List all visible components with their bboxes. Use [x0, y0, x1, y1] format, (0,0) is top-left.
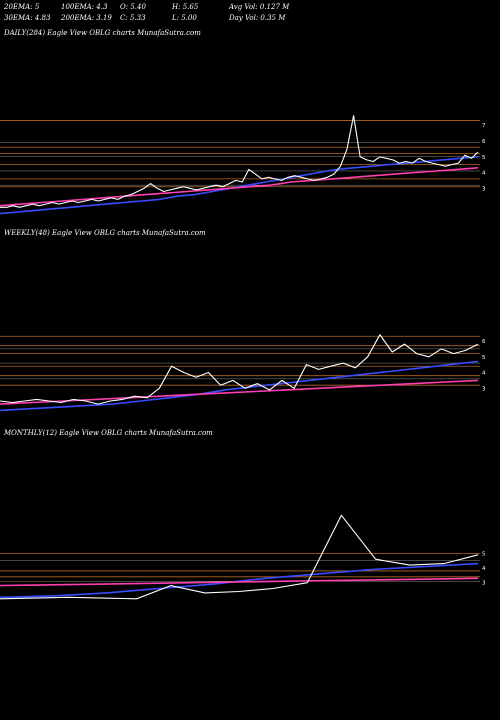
avg-vol-label: Avg Vol: 0.127 M: [229, 3, 290, 11]
y-tick-label: 5: [482, 155, 486, 161]
y-tick-label: 4: [482, 371, 486, 377]
y-tick-label: 6: [482, 339, 486, 345]
daily-panel-title: DAILY(284) Eagle View OBLG charts Munafa…: [4, 29, 201, 37]
day-vol-label: Day Vol: 0.35 M: [229, 14, 286, 22]
price-line: [0, 115, 479, 208]
weekly-panel-title: WEEKLY(48) Eagle View OBLG charts Munafa…: [4, 229, 206, 237]
blue-ema-line: [0, 360, 479, 412]
open-label: O: 5.40: [120, 3, 146, 11]
pink-ema-line: [0, 167, 479, 207]
high-label: H: 5.65: [172, 3, 199, 11]
ema100-label: 100EMA: 4.3: [61, 3, 108, 11]
monthly-chart: 5 4 3: [0, 514, 486, 600]
y-tick-label: 4: [482, 171, 486, 177]
daily-chart: 7 6 5 4 3: [0, 115, 486, 215]
ema20-label: 20EMA: 5: [4, 3, 40, 11]
y-tick-label: 5: [482, 355, 486, 361]
monthly-panel-title: MONTHLY(12) Eagle View OBLG charts Munaf…: [4, 429, 213, 437]
ema200-label: 200EMA: 3.19: [61, 14, 112, 22]
y-tick-label: 3: [482, 386, 486, 392]
y-tick-label: 6: [482, 139, 486, 145]
y-tick-label: 4: [482, 566, 486, 572]
close-label: C: 5.33: [120, 14, 146, 22]
low-label: L: 5.00: [172, 14, 197, 22]
y-tick-label: 5: [482, 551, 486, 557]
y-tick-label: 7: [482, 123, 486, 129]
y-tick-label: 3: [482, 186, 486, 192]
price-line: [0, 514, 479, 600]
pink-ema-line: [0, 577, 479, 587]
weekly-chart: 6 5 4 3: [0, 334, 486, 412]
y-tick-label: 3: [482, 581, 486, 587]
price-line: [0, 334, 479, 405]
blue-ema-line: [0, 562, 479, 599]
ema30-label: 30EMA: 4.83: [4, 14, 51, 22]
